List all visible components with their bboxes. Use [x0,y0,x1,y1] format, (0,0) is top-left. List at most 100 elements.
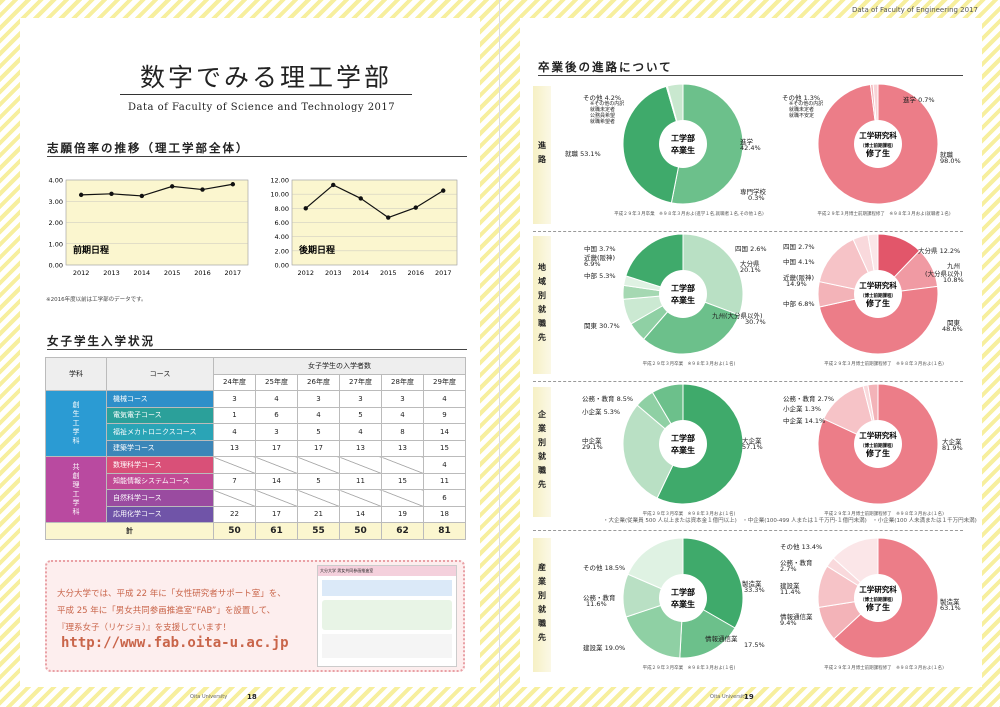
pie-label: 20.1% [740,266,761,274]
pie-label: その他 18.5% [583,564,626,572]
pie-label: 公務・教育 [780,559,813,567]
pie-label: 公務・教育 [583,594,616,602]
data-point [358,196,363,201]
y-tick-label: 8.00 [275,205,289,213]
pie-label: 公務員希望 [590,113,616,119]
y-tick-label: 3.00 [49,198,63,206]
pie-label: その他 4.2% [583,94,622,102]
x-tick-label: 2016 [194,269,211,277]
x-tick-label: 2017 [225,269,242,277]
line-chart-first: 0.00 1.00 2.00 3.00 4.00 2012 2013 2014 2015 2016… [49,177,249,277]
table-row: 創生工学科 機械コース 3 4 3 3 3 4 [45,390,466,457]
count-cell [213,489,256,507]
table-row: 福祉メカトロニクスコース 4 3 5 4 8 14 [46,423,466,441]
pie-label: ※その他の内訳 [789,101,824,107]
page-title: 数字でみる理工学部 [140,63,393,92]
pie-footnote: 平成２９年３月卒業 ※９８年３月およ(１名) [643,510,736,517]
pie-label: 11.6% [586,600,607,608]
data-point [109,191,114,197]
pie-label: 98.0% [940,157,961,165]
pie-label: 九州(大分県以外) [712,312,763,320]
count-cell [213,456,256,474]
pie-label: 近畿(阪神) [783,274,815,282]
page-number-left: 18 [247,693,257,701]
pie-label: 中部 5.3% [584,272,616,280]
x-tick-label: 2016 [407,269,424,277]
course-name: 福祉メカトロニクスコース [106,423,214,441]
pie-label: 就職未定者 [590,107,616,113]
pie-label: 大分県 12.2% [918,247,961,255]
pie-label: 中国 3.7% [584,245,616,253]
series-line [305,184,444,219]
company-size-note: ・大企業(従業員 500 人以上または資本金１億円以上) ・中企業(100-49… [603,518,977,524]
pie-label: 48.6% [942,325,963,333]
pie-slice [642,293,740,355]
course-name: 建築学コース [106,439,214,457]
total-cell: 61 [255,522,298,540]
pie-label: 小企業 1.3% [783,405,822,413]
pie-slice [817,383,939,505]
promo-box: 大分大学では、平成 22 年に「女性研究者サポート室」を、 平成 25 年に「男… [45,560,465,672]
y-tick-label: 4.00 [49,177,63,185]
promo-url[interactable]: http://www.fab.oita-u.ac.jp [61,635,289,651]
pie-label: 63.1% [940,604,961,612]
page-number-right: 19 [744,693,754,701]
pie-label: 6.9% [584,260,601,268]
pie-center-label: 卒業生 [671,445,695,455]
pie-footnote: 平成２９年３月卒業 ※９８年３月およ(進学１名,就職者１名,その他１名) [614,210,764,217]
pie-center-label: 修了生 [865,602,890,612]
pie-label: 四国 2.6% [735,245,767,253]
section-title-ratio: 志願倍率の推移（理工学部全体） [47,141,250,155]
data-point [230,182,236,187]
pie-center-label: 工学研究科 [859,584,897,594]
pie-label: 中企業 [582,437,602,445]
pie-center [659,270,707,318]
course-name: 機械コース [106,390,214,408]
pie-center-label: 工学部 [671,283,695,293]
pie-label: 建設業 [780,582,800,590]
pie-slice [622,404,684,499]
y-tick-label: 10.00 [270,191,289,199]
line-chart-second: 0.00 2.00 4.00 6.00 8.00 10.00 12.00 2012 2013 20… [270,177,458,277]
x-tick-label: 2014 [134,269,151,277]
footer-right: Oita University [710,694,748,700]
data-point [413,205,418,210]
page-gutter [499,0,500,707]
pie-label: 42.4% [740,144,761,152]
x-tick-label: 2012 [297,269,314,277]
pie-label: 専門学校 [740,188,766,196]
pie-label: 関東 30.7% [584,322,620,330]
pie-slice [622,85,684,204]
y-tick-label: 0.00 [275,262,289,270]
chart-title: 前期日程 [73,244,109,256]
side-label-region: 地域別就職先 [533,236,551,374]
pie-center [659,420,707,468]
pie-label: 就職 53.1% [565,150,601,158]
pie-slice [818,285,939,355]
website-screenshot: 大分大学 男女共同参画推進室 [317,565,457,667]
y-tick-label: 2.00 [275,247,289,255]
pie-center [659,574,707,622]
pie-label: 九州 [947,262,960,270]
pie-label: 製造業 [742,580,762,588]
pie-label: 大企業 [942,438,962,446]
x-tick-label: 2014 [352,269,369,277]
pie-label: 公務・教育 2.7% [783,395,835,403]
pie-label: 就職未定者 [789,107,815,113]
pie-label: 81.9% [942,444,963,452]
series-line [81,183,233,197]
screenshot-title: 大分大学 男女共同参画推進室 [318,566,456,576]
x-tick-label: 2015 [164,269,181,277]
pie-center-label: 卒業生 [671,295,695,305]
table-row: 建築学コース 13 17 17 13 13 15 [46,439,466,457]
data-point [441,188,446,193]
pie-footnote: 平成２９年３月博士前期課程修了 ※９８年３月およ(就職者１名) [817,210,951,217]
pie-label: 大企業 [742,437,762,445]
pie-label: 14.9% [786,280,807,288]
pie-footnote: 平成２９年３月博士前期課程修了 ※９８年３月およ(１名) [824,664,944,671]
pie-label: 近畿(阪神) [584,254,616,262]
pie-center-label: 工学部 [671,433,695,443]
pie-label: 情報通信業 [705,635,738,643]
header-dept: 学科 [45,357,107,391]
